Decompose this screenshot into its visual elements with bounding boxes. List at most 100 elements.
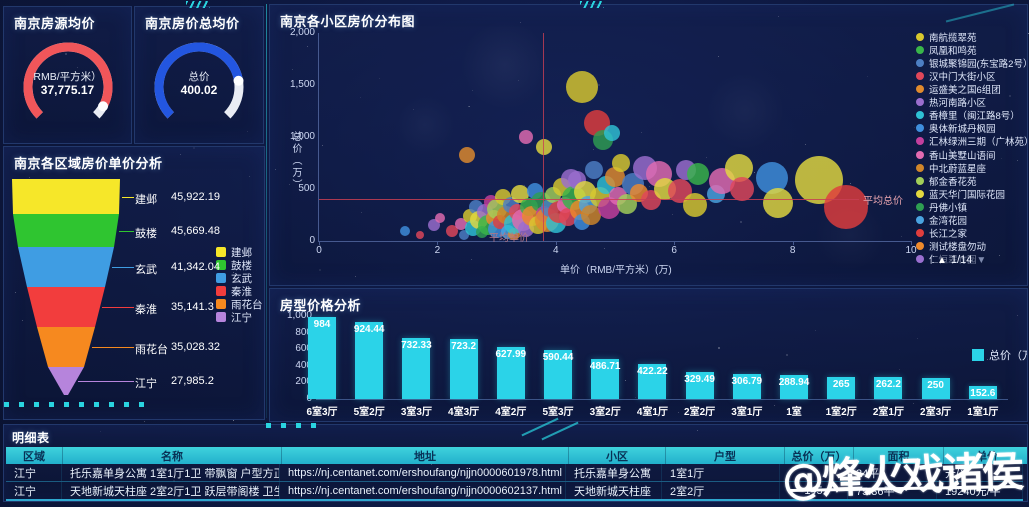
legend-swatch xyxy=(216,299,226,309)
bar-2室1厅[interactable] xyxy=(874,377,903,399)
legend-dot xyxy=(916,46,924,55)
funnel-segment-江宁[interactable] xyxy=(48,367,84,395)
funnel-legend-item[interactable]: 建邺 xyxy=(216,246,252,259)
bar-5室3厅[interactable] xyxy=(544,350,572,399)
bar-2室2厅[interactable] xyxy=(685,371,714,399)
bar-2室3厅[interactable] xyxy=(921,378,950,400)
bar-1室1厅[interactable] xyxy=(968,386,997,399)
scatter-bubble[interactable] xyxy=(435,213,446,224)
funnel-segment-建邺[interactable] xyxy=(12,179,120,214)
x-tick-label: 2 xyxy=(434,245,441,256)
scatter-legend-item[interactable]: 香山美墅山语间 xyxy=(916,149,996,162)
scatter-bubble[interactable] xyxy=(459,229,469,240)
bar-4室1厅[interactable] xyxy=(638,364,667,399)
bar-category-label: 4室1厅 xyxy=(636,407,668,418)
legend-pager-up-icon[interactable]: ▲ xyxy=(937,254,947,266)
funnel-segment-玄武[interactable] xyxy=(18,247,114,287)
scatter-bubble[interactable] xyxy=(604,124,620,141)
scatter-bubble[interactable] xyxy=(585,161,604,180)
scatter-legend-item[interactable]: 运盛美之国6组团 xyxy=(916,83,1001,96)
bar-4室2厅[interactable] xyxy=(496,346,525,399)
scatter-legend-item[interactable]: 银城聚锦园(东宝路2号） xyxy=(916,57,1029,70)
bar-category-label: 5室2厅 xyxy=(353,407,385,418)
funnel-legend-item[interactable]: 秦淮 xyxy=(216,285,252,298)
y-tick-label: 500 xyxy=(298,183,315,194)
x-tick-mark xyxy=(674,241,676,245)
bar-legend[interactable]: 总价（万） xyxy=(972,347,1027,363)
bar-1室2厅[interactable] xyxy=(827,377,856,399)
markline-vertical xyxy=(542,33,544,241)
scatter-bubble[interactable] xyxy=(519,130,534,144)
scatter-bubble[interactable] xyxy=(415,230,424,239)
scatter-legend-item[interactable]: 金湾花园 xyxy=(916,214,967,227)
bar-value-label: 924.44 xyxy=(353,324,385,336)
scatter-legend-item[interactable]: 热河南路小区 xyxy=(916,96,986,109)
funnel-value: 27,985.2 xyxy=(171,375,214,387)
scatter-legend-item[interactable]: 南航揽翠苑 xyxy=(916,31,977,44)
scatter-legend-item[interactable]: 汉中门大街小区 xyxy=(916,70,996,83)
funnel-legend-item[interactable]: 玄武 xyxy=(216,272,252,285)
scatter-legend-item[interactable]: 长江之家 xyxy=(916,227,967,240)
scatter-bubble[interactable] xyxy=(566,71,599,104)
scatter-bubble[interactable] xyxy=(686,163,709,186)
scatter-bubble[interactable] xyxy=(536,138,552,155)
bar-value-label: 486.71 xyxy=(589,360,621,372)
scatter-bubble[interactable] xyxy=(730,177,755,201)
legend-dot xyxy=(916,202,924,211)
scatter-legend-item[interactable]: 蓝天华门国际花园 xyxy=(916,188,1005,201)
funnel-segment-秦淮[interactable] xyxy=(27,287,105,327)
scatter-legend-item[interactable]: 奥体新城丹枫园 xyxy=(916,122,996,135)
legend-swatch xyxy=(216,286,226,296)
scatter-bubble[interactable] xyxy=(581,205,602,225)
panel-avg-total-price-gauge: 南京房价总均价 总价 400.02 xyxy=(134,6,264,144)
scatter-bubble[interactable] xyxy=(459,147,475,163)
table-cell: 托乐嘉单身公寓 xyxy=(566,464,662,481)
panel-district-price-funnel: 南京各区域房价单价分析 建邺 45,922.19 建邺 鼓楼 45,669.48 鼓楼 玄武… xyxy=(3,146,265,420)
star xyxy=(233,420,234,421)
bar-4室3厅[interactable] xyxy=(449,339,478,399)
legend-label: 南航揽翠苑 xyxy=(929,33,977,44)
scatter-bubble[interactable] xyxy=(762,187,793,218)
bar-3室2厅[interactable] xyxy=(591,358,620,399)
legend-pager: ▲ 1/14 ▼ xyxy=(934,254,990,266)
legend-pager-down-icon[interactable]: ▼ xyxy=(976,254,987,266)
scatter-legend-item[interactable]: 郁金香花苑 xyxy=(916,175,977,188)
funnel-legend-item[interactable]: 雨花台 xyxy=(216,298,263,311)
legend-label: 凤凰和鸣苑 xyxy=(929,46,977,58)
funnel-segment-雨花台[interactable] xyxy=(37,327,95,367)
scatter-legend-item[interactable]: 测试楼盘勿动 xyxy=(916,240,986,253)
scatter-bubble[interactable] xyxy=(823,184,868,229)
funnel-legend-item[interactable]: 鼓楼 xyxy=(216,259,252,272)
table-header-小区: 小区 xyxy=(569,447,666,464)
scatter-bubble[interactable] xyxy=(446,225,459,238)
scatter-legend-item[interactable]: 汇林绿洲三期（广林苑） xyxy=(916,135,1029,148)
legend-dot xyxy=(916,111,924,120)
scatter-legend-item[interactable]: 香樟里（闽江路8号） xyxy=(916,109,1020,122)
scatter-bubble[interactable] xyxy=(682,193,707,218)
bar-6室3厅[interactable] xyxy=(308,317,336,399)
bar-3室1厅[interactable] xyxy=(732,373,761,399)
scatter-bubble[interactable] xyxy=(611,154,630,172)
dash-decoration xyxy=(266,423,318,428)
bar-category-label: 3室3厅 xyxy=(400,407,432,418)
scatter-legend-item[interactable]: 凤凰和鸣苑 xyxy=(916,44,977,58)
bar-category-label: 6室3厅 xyxy=(306,407,338,418)
funnel-legend-item[interactable]: 江宁 xyxy=(216,311,252,324)
bar-category-label: 5室3厅 xyxy=(542,407,574,418)
y-tick-label: 600 xyxy=(295,343,312,355)
legend-swatch xyxy=(216,312,226,322)
bar-value-label: 590.44 xyxy=(542,352,574,363)
funnel-label: 玄武 xyxy=(135,264,157,276)
scatter-legend-item[interactable]: 中北蔚蓝星座 xyxy=(916,162,986,175)
table-cell: 元/平 xyxy=(937,464,1023,481)
funnel-segment-鼓楼[interactable] xyxy=(13,214,119,247)
bar-1室[interactable] xyxy=(780,375,808,399)
scatter-legend-item[interactable]: 丹佛小镇 xyxy=(916,201,967,214)
table-cell: 天地新城天柱座 2室2厅1卫 跃层带阁楼 卫生间全明 xyxy=(62,482,280,499)
bar-5室2厅[interactable] xyxy=(355,322,384,399)
bar-3室3厅[interactable] xyxy=(402,338,431,399)
legend-dot xyxy=(916,98,924,107)
y-tick-label: 200 xyxy=(295,376,312,388)
scatter-bubble[interactable] xyxy=(399,226,410,237)
bar-value-label: 723.2 xyxy=(451,341,477,352)
